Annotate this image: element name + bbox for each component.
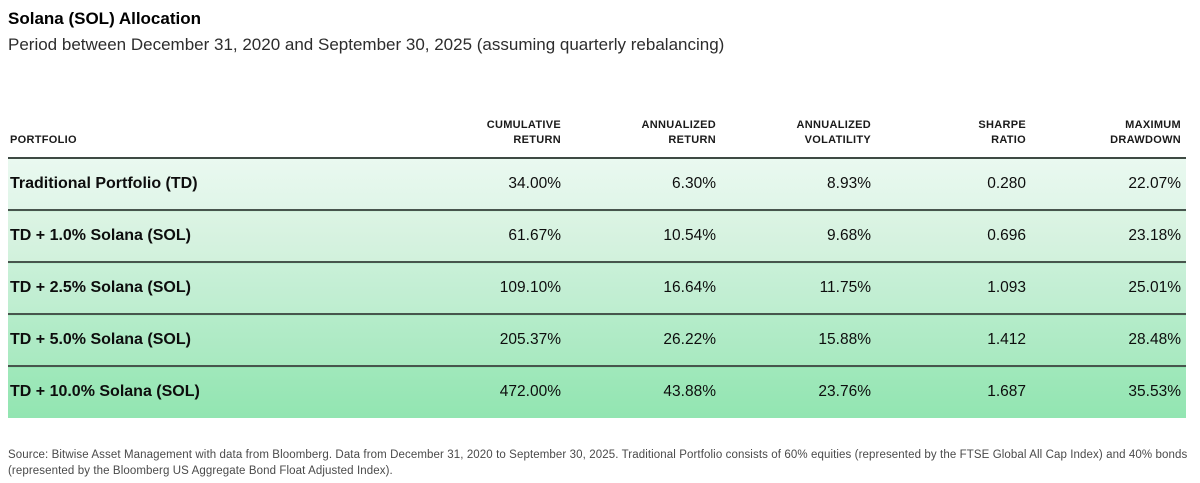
cell-cumulative-return: 205.37%: [499, 330, 561, 348]
page-title: Solana (SOL) Allocation: [8, 9, 201, 28]
cell-annualized-return: 26.22%: [663, 330, 716, 348]
cell-sharpe-ratio: 1.687: [987, 383, 1026, 400]
table-row-td-2.5-solana: TD + 2.5% Solana (SOL) 109.10% 16.64% 11…: [8, 261, 1186, 314]
cell-annualized-volatility: 23.76%: [818, 383, 871, 400]
cell-maximum-drawdown: 22.07%: [1128, 174, 1181, 192]
cell-cumulative-return: 472.00%: [499, 383, 561, 400]
cell-sharpe-ratio: 1.412: [987, 330, 1026, 348]
cell-maximum-drawdown: 35.53%: [1128, 383, 1181, 400]
cell-maximum-drawdown: 23.18%: [1128, 226, 1181, 244]
cell-portfolio: TD + 5.0% Solana (SOL): [10, 330, 191, 348]
column-header-cumulative-return: CUMULATIVE RETURN: [486, 118, 561, 147]
cell-portfolio: Traditional Portfolio (TD): [10, 174, 198, 192]
page-subtitle: Period between December 31, 2020 and Sep…: [8, 35, 725, 55]
table-row-td-10.0-solana: TD + 10.0% Solana (SOL) 472.00% 43.88% 2…: [8, 365, 1186, 418]
cell-annualized-return: 43.88%: [663, 383, 716, 400]
column-header-sharpe-ratio: SHARPE RATIO: [978, 118, 1026, 147]
column-header-maximum-drawdown: MAXIMUM DRAWDOWN: [1110, 118, 1181, 147]
table-row-td-1.0-solana: TD + 1.0% Solana (SOL) 61.67% 10.54% 9.6…: [8, 209, 1186, 262]
cell-cumulative-return: 61.67%: [508, 226, 561, 244]
cell-cumulative-return: 109.10%: [499, 278, 561, 296]
cell-annualized-volatility: 11.75%: [819, 278, 871, 296]
table-row-td-5.0-solana: TD + 5.0% Solana (SOL) 205.37% 26.22% 15…: [8, 313, 1186, 366]
cell-sharpe-ratio: 0.696: [987, 226, 1026, 244]
cell-annualized-volatility: 15.88%: [818, 330, 871, 348]
cell-annualized-return: 16.64%: [663, 278, 716, 296]
cell-sharpe-ratio: 0.280: [987, 174, 1026, 192]
column-header-portfolio: PORTFOLIO: [10, 134, 77, 147]
allocation-table: PORTFOLIO CUMULATIVE RETURN ANNUALIZED R…: [8, 113, 1186, 418]
column-header-annualized-volatility: ANNUALIZED VOLATILITY: [796, 118, 871, 147]
cell-sharpe-ratio: 1.093: [987, 278, 1026, 296]
source-footnote: Source: Bitwise Asset Management with da…: [8, 448, 1188, 477]
cell-portfolio: TD + 2.5% Solana (SOL): [10, 278, 191, 296]
cell-portfolio: TD + 10.0% Solana (SOL): [10, 383, 200, 400]
cell-maximum-drawdown: 25.01%: [1128, 278, 1181, 296]
cell-cumulative-return: 34.00%: [508, 174, 561, 192]
cell-annualized-volatility: 8.93%: [827, 174, 871, 192]
cell-annualized-volatility: 9.68%: [827, 226, 871, 244]
table-row-traditional-portfolio: Traditional Portfolio (TD) 34.00% 6.30% …: [8, 157, 1186, 210]
table-header-row: PORTFOLIO CUMULATIVE RETURN ANNUALIZED R…: [8, 113, 1186, 158]
cell-annualized-return: 6.30%: [672, 174, 716, 192]
cell-annualized-return: 10.54%: [663, 226, 716, 244]
cell-portfolio: TD + 1.0% Solana (SOL): [10, 226, 191, 244]
column-header-annualized-return: ANNUALIZED RETURN: [641, 118, 716, 147]
cell-maximum-drawdown: 28.48%: [1128, 330, 1181, 348]
